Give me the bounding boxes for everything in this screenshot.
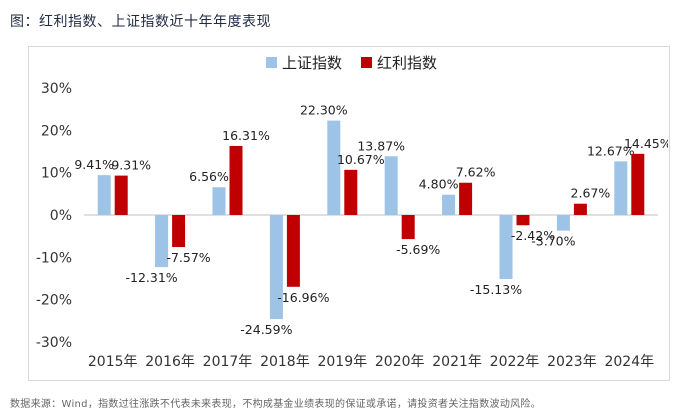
x-tick-label: 2017年 xyxy=(203,354,253,370)
source-note: 数据来源：Wind，指数过往涨跌不代表未来表现，不构成基金业绩表现的保证或承诺，… xyxy=(10,399,542,410)
dividend-bar-2015年 xyxy=(114,175,128,215)
x-tick-label: 2024年 xyxy=(604,354,654,370)
y-tick-label: 0% xyxy=(50,208,72,224)
data-label: 6.56% xyxy=(189,169,229,184)
data-label: -24.59% xyxy=(240,322,292,337)
x-tick-label: 2019年 xyxy=(317,354,367,370)
data-label: 22.30% xyxy=(300,103,348,118)
x-tick-label: 2015年 xyxy=(88,354,138,370)
data-label: 13.87% xyxy=(357,138,405,153)
dividend-bar-2024年 xyxy=(631,153,645,215)
shanghai-bar-2019年 xyxy=(327,120,341,215)
y-tick-label: -20% xyxy=(36,293,72,309)
data-label: 9.31% xyxy=(111,158,151,173)
x-tick-label: 2016年 xyxy=(145,354,195,370)
data-label: -15.13% xyxy=(470,282,522,297)
legend-label-dividend: 红利指数 xyxy=(377,54,437,72)
x-tick-label: 2021年 xyxy=(432,354,482,370)
shanghai-bar-2022年 xyxy=(499,215,513,280)
y-tick-label: -10% xyxy=(36,250,72,266)
dividend-bar-2018年 xyxy=(286,215,300,287)
dividend-bar-2016年 xyxy=(172,215,186,248)
data-label: -16.96% xyxy=(277,290,329,305)
y-tick-label: 10% xyxy=(41,166,72,182)
y-tick-label: -30% xyxy=(36,335,72,351)
data-label: -7.57% xyxy=(166,250,210,265)
shanghai-bar-2016年 xyxy=(155,215,169,268)
shanghai-bar-2015年 xyxy=(97,175,111,215)
shanghai-bar-2020年 xyxy=(384,156,398,215)
figure-title: 图：红利指数、上证指数近十年年度表现 xyxy=(10,14,271,30)
shanghai-bar-2024年 xyxy=(614,161,628,215)
bar-chart: 30% 20% 10% 0% -10% -20% -30% 9.41%9.31% 2015年 -1… xyxy=(36,54,668,370)
dividend-bar-2017年 xyxy=(229,145,243,215)
data-label: -12.31% xyxy=(126,270,178,285)
data-label: 2.67% xyxy=(571,186,611,201)
shanghai-bar-2023年 xyxy=(556,215,570,231)
shanghai-bar-2017年 xyxy=(212,187,226,215)
data-label: 9.41% xyxy=(74,157,114,172)
shanghai-bar-2018年 xyxy=(269,215,283,320)
data-label: -3.70% xyxy=(531,234,575,249)
x-tick-label: 2023年 xyxy=(547,354,597,370)
data-label: 14.45% xyxy=(624,136,668,151)
data-label: 4.80% xyxy=(419,177,459,192)
y-tick-label: 20% xyxy=(41,123,72,139)
legend-swatch-shanghai xyxy=(266,57,277,68)
dividend-bar-2020年 xyxy=(401,215,415,240)
data-label: 12.67% xyxy=(587,143,635,158)
dividend-bar-2019年 xyxy=(344,169,358,215)
dividend-bar-2022年 xyxy=(516,215,530,226)
shanghai-bar-2021年 xyxy=(442,194,456,215)
x-tick-label: 2020年 xyxy=(375,354,425,370)
x-tick-label: 2022年 xyxy=(490,354,540,370)
data-label: -5.69% xyxy=(396,242,440,257)
data-label: 7.62% xyxy=(456,165,496,180)
data-label: -2.42% xyxy=(511,228,555,243)
dividend-bar-2021年 xyxy=(459,182,473,215)
y-tick-label: 30% xyxy=(41,81,72,97)
data-label: 10.67% xyxy=(337,152,385,167)
x-tick-label: 2018年 xyxy=(260,354,310,370)
legend-label-shanghai: 上证指数 xyxy=(282,54,342,72)
dividend-bar-2023年 xyxy=(573,203,587,215)
data-label: 16.31% xyxy=(222,128,270,143)
legend-swatch-dividend xyxy=(361,57,372,68)
